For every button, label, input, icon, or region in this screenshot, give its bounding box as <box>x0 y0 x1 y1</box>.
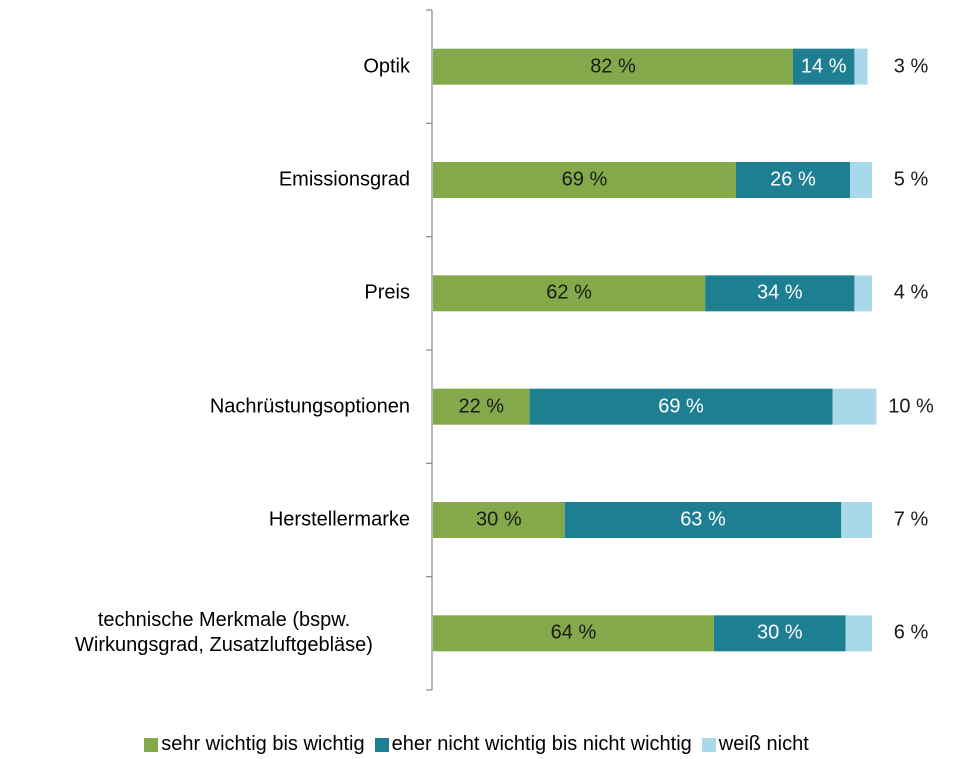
value-label: 64 % <box>550 621 597 644</box>
value-label: 69 % <box>561 168 608 191</box>
legend-swatch <box>701 737 716 752</box>
value-label: 7 % <box>893 508 929 531</box>
bar-segment <box>792 48 855 85</box>
value-label: 6 % <box>893 621 929 644</box>
legend-item: eher nicht wichtig bis nicht wichtig <box>374 733 692 756</box>
legend-swatch <box>144 737 159 752</box>
bar-segment <box>433 615 714 652</box>
category-text: Herstellermarke <box>268 508 410 531</box>
value-label: 69 % <box>658 395 704 418</box>
value-label: 4 % <box>893 281 929 304</box>
category-text: Emissionsgrad <box>278 168 410 191</box>
category-label: Preis <box>364 281 410 306</box>
bar-segment <box>564 502 842 538</box>
category-label: Emissionsgrad <box>279 168 410 193</box>
bar-segment <box>433 388 530 425</box>
legend-label: eher nicht wichtig bis nicht wichtig <box>391 733 692 755</box>
category-label: technische Merkmale (bspw. Wirkungsgrad,… <box>38 608 410 658</box>
value-label: 34 % <box>757 281 803 304</box>
category-text: Nachrüstungsoptionen <box>209 395 410 418</box>
value-label: 82 % <box>590 55 636 78</box>
bar-segment <box>433 275 706 312</box>
bar-segment <box>832 388 877 425</box>
category-text: Optik <box>363 55 410 78</box>
bar-segment <box>735 162 851 198</box>
legend-swatch <box>374 737 389 752</box>
bar-segment <box>433 502 565 538</box>
category-label: Nachrüstungsoptionen <box>210 394 410 419</box>
category-text: Preis <box>364 281 410 304</box>
bar-segment <box>705 275 855 312</box>
bar-segment <box>433 48 793 85</box>
value-label: 5 % <box>893 168 929 191</box>
value-label: 62 % <box>546 281 592 304</box>
bar-segment <box>713 615 846 652</box>
category-text: technische Merkmale (bspw. Wirkungsgrad,… <box>75 609 373 657</box>
bar-segment <box>433 162 736 198</box>
value-label: 30 % <box>757 621 803 644</box>
bar-segment <box>854 48 868 85</box>
legend-item: weiß nicht <box>701 733 809 756</box>
legend-label: weiß nicht <box>718 733 809 755</box>
legend: sehr wichtig bis wichtig eher nicht wicht… <box>0 733 953 756</box>
legend-label: sehr wichtig bis wichtig <box>161 733 365 755</box>
value-label: 63 % <box>680 508 726 531</box>
value-label: 3 % <box>893 55 929 78</box>
bar-segment <box>845 615 872 652</box>
value-label: 14 % <box>800 55 847 78</box>
legend-item: sehr wichtig bis wichtig <box>144 733 365 756</box>
bar-segment <box>854 275 872 312</box>
value-label: 30 % <box>476 508 522 531</box>
bar-segment <box>850 162 872 198</box>
value-label: 26 % <box>770 168 816 191</box>
bar-segment <box>841 502 872 538</box>
value-label: 10 % <box>888 395 934 418</box>
category-label: Herstellermarke <box>269 508 410 533</box>
value-label: 22 % <box>458 395 505 418</box>
category-label: Optik <box>363 54 410 79</box>
bar-segment <box>529 388 833 425</box>
